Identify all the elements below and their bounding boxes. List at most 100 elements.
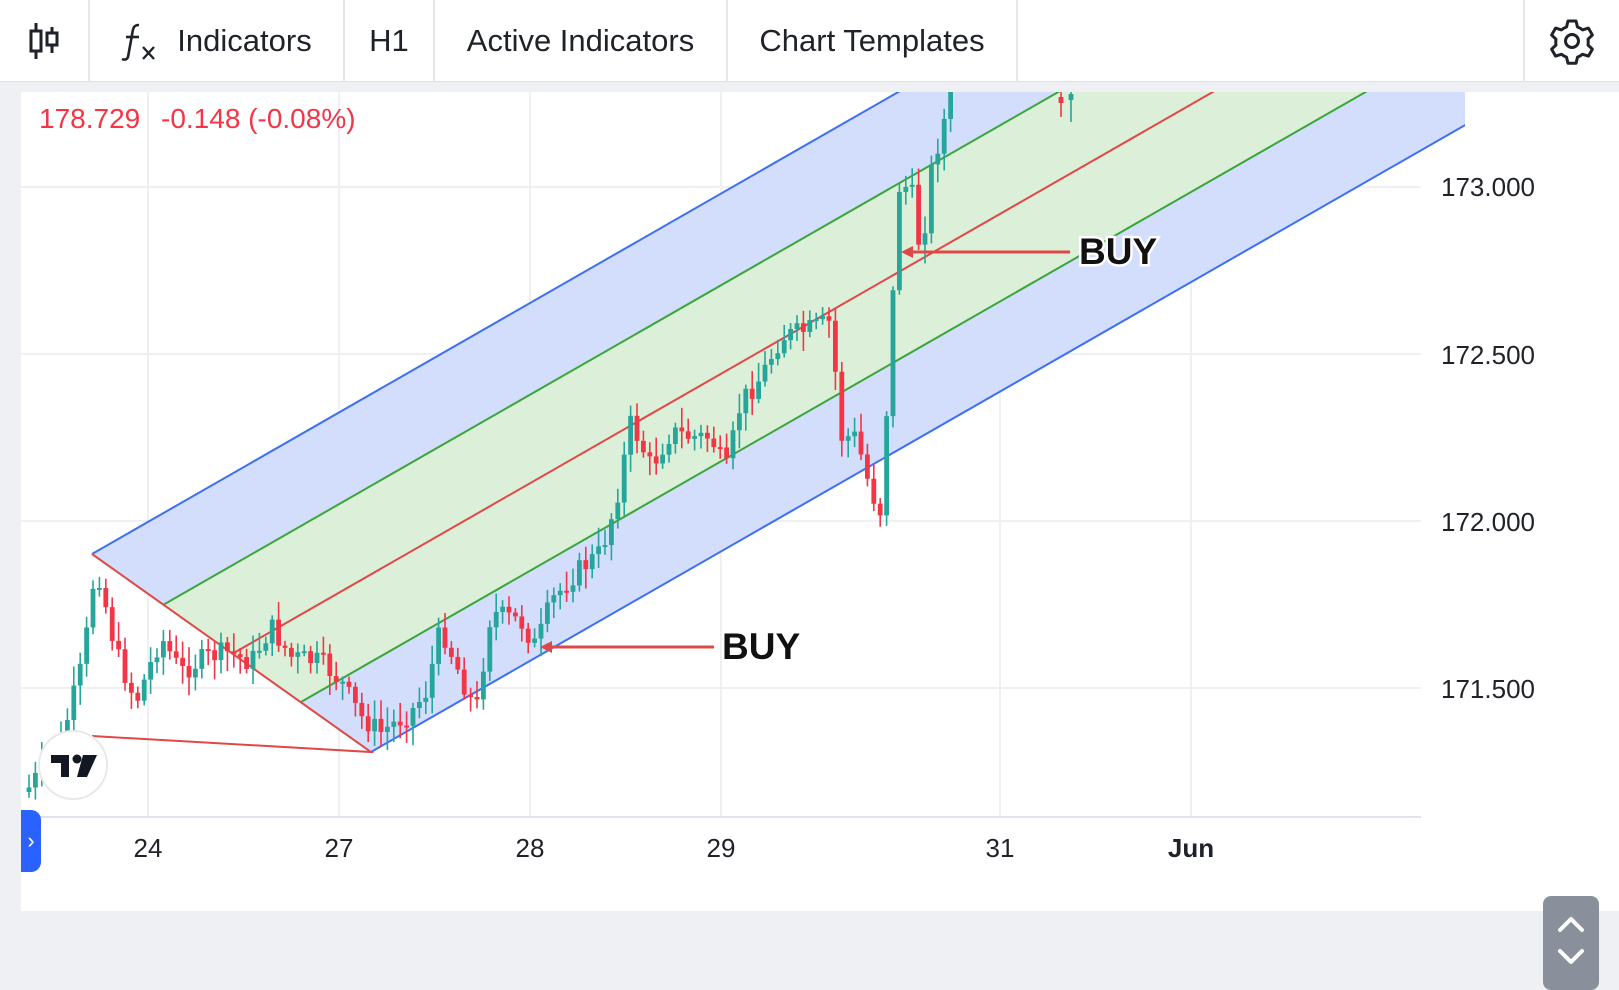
candle — [941, 108, 947, 171]
chevron-right-icon: › — [27, 828, 35, 853]
candle — [705, 425, 710, 452]
price-axis[interactable]: 173.000 172.500 172.000 171.500 — [1441, 172, 1535, 704]
candle — [577, 552, 582, 592]
candle — [148, 647, 153, 694]
candle — [372, 700, 377, 746]
candle — [692, 429, 697, 451]
candle — [609, 513, 614, 561]
candle — [289, 642, 294, 667]
candle — [762, 350, 768, 387]
candle — [916, 168, 921, 250]
candle — [263, 636, 269, 656]
candle — [269, 615, 275, 656]
candle — [615, 488, 621, 529]
candle — [26, 774, 32, 798]
expand-panel-button[interactable]: › — [21, 810, 41, 872]
candle — [90, 580, 96, 635]
candle — [449, 641, 454, 665]
candle — [122, 637, 128, 691]
timeframe-button[interactable]: H1 — [345, 0, 435, 82]
candle — [397, 702, 403, 739]
candle — [647, 442, 653, 476]
gear-icon — [1548, 17, 1596, 65]
channel-lower-line — [370, 123, 1465, 753]
buy-annotation-1[interactable]: BUY — [901, 229, 1160, 275]
candle — [97, 576, 102, 597]
candle — [461, 657, 467, 700]
legend-change: -0.148 (-0.08%) — [161, 103, 356, 134]
candle — [301, 644, 307, 657]
candle — [877, 498, 883, 527]
candle — [455, 647, 461, 674]
candle — [897, 182, 902, 295]
candle — [500, 600, 505, 624]
chevron-up-icon — [1556, 914, 1586, 939]
candle — [481, 658, 486, 710]
candle — [871, 463, 877, 511]
active-indicators-button[interactable]: Active Indicators — [435, 0, 728, 82]
candle — [769, 349, 774, 374]
candle — [205, 638, 211, 666]
candle — [103, 578, 109, 614]
candle — [84, 616, 89, 677]
chart-templates-label: Chart Templates — [759, 23, 985, 58]
time-axis[interactable]: 24 27 28 29 31 Jun — [134, 833, 1215, 863]
candle — [730, 421, 736, 470]
timeframe-label: H1 — [369, 23, 409, 58]
candle — [180, 641, 185, 684]
candle — [231, 633, 237, 668]
x-tick-label: 27 — [325, 833, 354, 863]
candle — [794, 315, 800, 341]
candle — [621, 441, 627, 516]
candle — [532, 628, 537, 648]
chart-area[interactable]: 178.729 -0.148 (-0.08%) BUY BUY 173.000 … — [21, 92, 1619, 990]
candle — [410, 702, 416, 746]
candle — [135, 686, 141, 709]
candle — [660, 443, 665, 469]
candle — [858, 413, 864, 461]
candle — [173, 635, 179, 664]
candle — [161, 630, 166, 675]
candle — [237, 648, 243, 674]
candle — [698, 424, 704, 449]
candle — [116, 622, 121, 658]
candle — [679, 407, 685, 449]
candle — [743, 384, 749, 431]
tradingview-logo[interactable] — [38, 730, 108, 800]
candle — [909, 168, 915, 198]
candle — [922, 216, 928, 264]
indicators-button[interactable]: Indicators — [90, 0, 345, 82]
candle — [935, 138, 941, 183]
price-chart[interactable]: 178.729 -0.148 (-0.08%) BUY BUY 173.000 … — [21, 92, 1619, 911]
indicators-label: Indicators — [177, 23, 312, 58]
chart-type-button[interactable] — [0, 0, 90, 82]
candle — [756, 362, 761, 404]
channel-upper-line — [91, 92, 901, 555]
candle — [167, 630, 173, 660]
candle — [474, 681, 480, 709]
candle — [781, 324, 787, 358]
legend-price: 178.729 — [39, 103, 140, 134]
y-tick-label: 172.500 — [1441, 340, 1535, 370]
candle — [826, 307, 832, 338]
candle — [276, 602, 281, 653]
candle — [487, 620, 493, 682]
candle — [666, 434, 672, 463]
candle — [308, 645, 313, 674]
x-tick-label: 29 — [707, 833, 736, 863]
candle — [551, 587, 557, 619]
candle — [154, 648, 160, 674]
candle — [468, 687, 473, 712]
settings-button[interactable] — [1523, 0, 1619, 82]
candle — [634, 403, 640, 454]
candle — [423, 681, 429, 715]
chart-templates-button[interactable]: Chart Templates — [728, 0, 1018, 82]
candle — [557, 583, 563, 610]
x-tick-label: 24 — [134, 833, 163, 863]
candle — [673, 422, 678, 454]
candle — [545, 589, 550, 633]
scroll-to-realtime-button[interactable] — [1543, 896, 1599, 990]
candle — [890, 286, 896, 428]
y-tick-label: 172.000 — [1441, 507, 1535, 537]
buy-annotation-2[interactable]: BUY — [540, 624, 803, 670]
